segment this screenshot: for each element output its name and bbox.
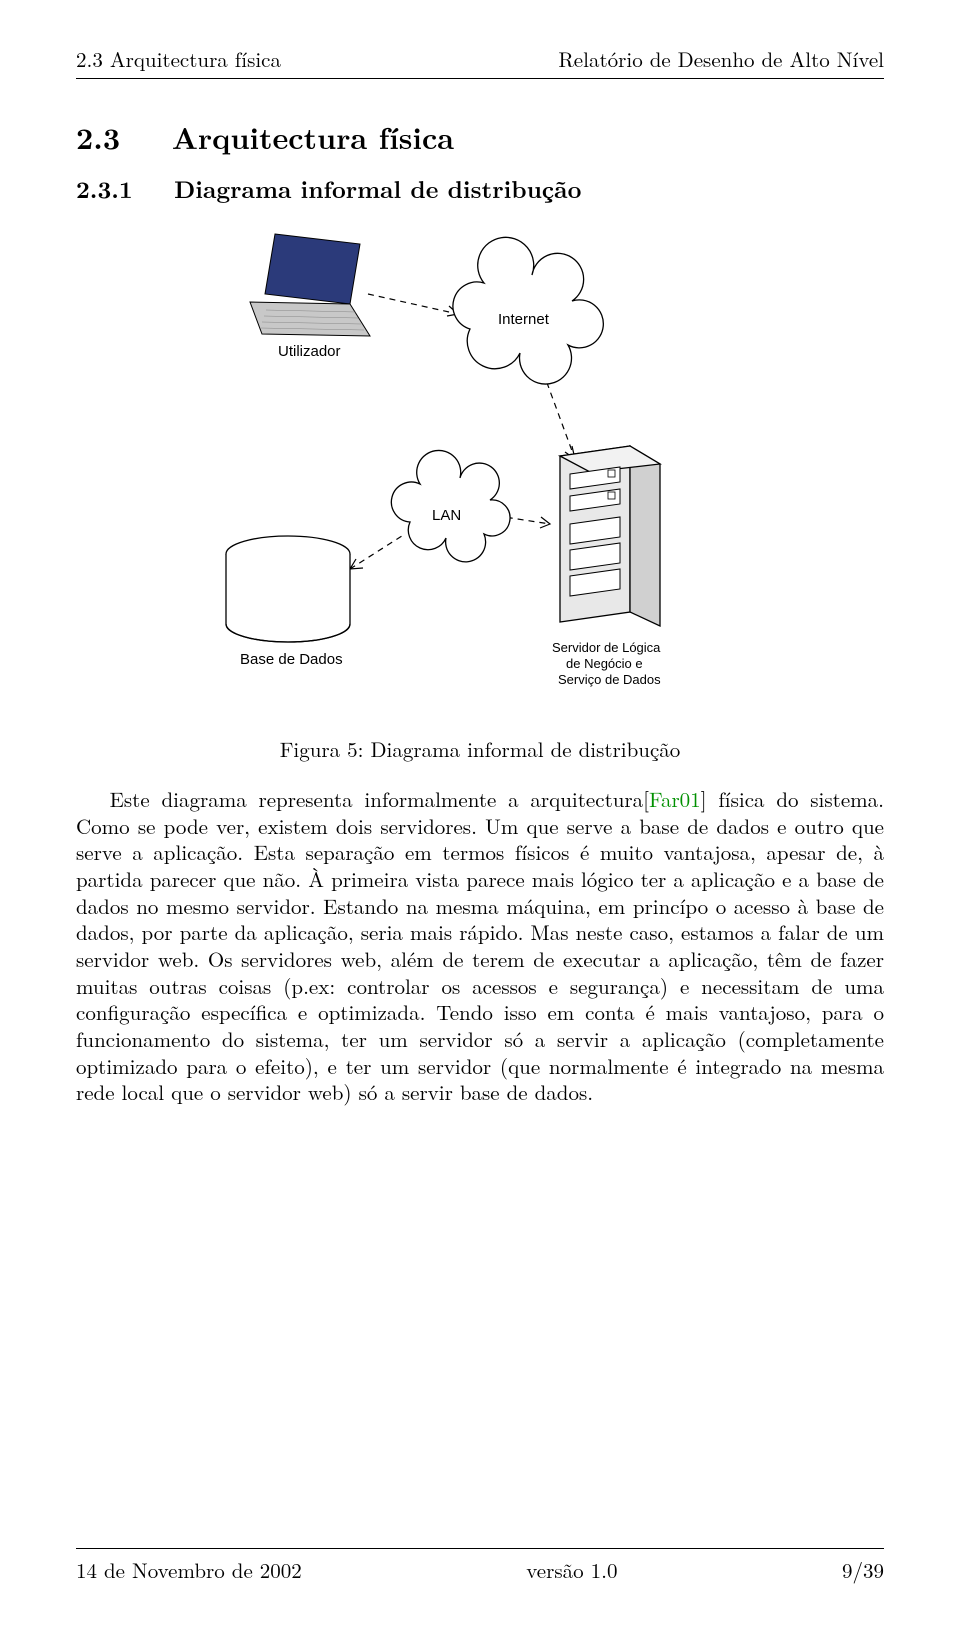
server-icon (560, 446, 660, 626)
running-head-right: Relatório de Desenho de Alto Nível (558, 44, 884, 74)
section-title: Arquitectura física (172, 115, 454, 158)
edge-db-lan (350, 534, 405, 569)
label-internet: Internet (498, 311, 550, 328)
section-heading: 2.3 Arquitectura física (76, 115, 884, 158)
figure-distribution-diagram: Utilizador Internet LAN Base de Dados (76, 224, 884, 712)
subsection-heading: 2.3.1 Diagrama informal de distribução (76, 172, 884, 206)
label-server-3: Serviço de Dados (558, 672, 661, 687)
laptop-icon (250, 234, 370, 336)
section-number: 2.3 (76, 115, 120, 158)
footer-version: versão 1.0 (526, 1555, 617, 1585)
edge-internet-server (543, 372, 575, 459)
footer-rule (76, 1548, 884, 1549)
label-database: Base de Dados (240, 651, 343, 668)
footer-date: 14 de Novembro de 2002 (76, 1555, 302, 1585)
page: 2.3 Arquitectura física Relatório de Des… (0, 0, 960, 1627)
subsection-title: Diagrama informal de distribução (174, 172, 581, 206)
paragraph-lead: Este diagrama representa informalmente a… (110, 784, 649, 814)
label-user: Utilizador (278, 343, 341, 360)
running-head: 2.3 Arquitectura física Relatório de Des… (76, 44, 884, 74)
page-footer: 14 de Novembro de 2002 versão 1.0 9/39 (76, 1548, 884, 1585)
label-server-1: Servidor de Lógica (552, 640, 661, 655)
header-rule (76, 78, 884, 79)
body-paragraph: Este diagrama representa informalmente a… (76, 786, 884, 1106)
diagram-svg: Utilizador Internet LAN Base de Dados (200, 224, 760, 712)
subsection-number: 2.3.1 (76, 172, 133, 206)
label-lan: LAN (432, 507, 461, 524)
citation-link[interactable]: Far01 (649, 784, 701, 814)
footer-page: 9/39 (842, 1555, 884, 1585)
figure-caption: Figura 5: Diagrama informal de distribuç… (76, 734, 884, 764)
paragraph-rest: ] física do sistema. Como se pode ver, e… (76, 784, 884, 1107)
label-server-2: de Negócio e (566, 656, 643, 671)
database-icon (226, 536, 350, 642)
edge-user-internet (368, 294, 458, 314)
running-head-left: 2.3 Arquitectura física (76, 44, 281, 74)
